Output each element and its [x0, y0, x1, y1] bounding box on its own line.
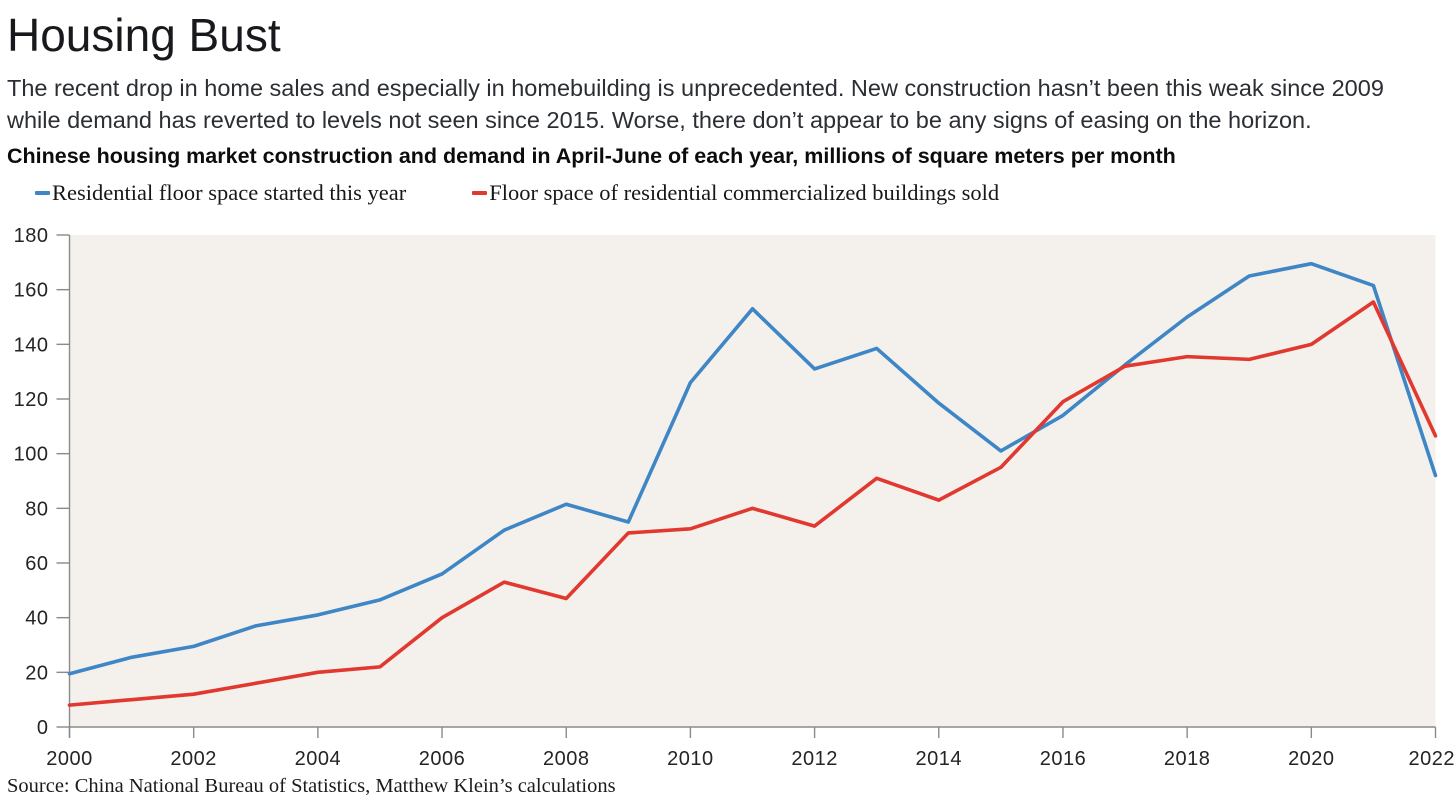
legend-swatch-blue-icon — [35, 191, 50, 195]
legend-swatch-red-icon — [472, 191, 488, 195]
chart-heading: Chinese housing market construction and … — [7, 144, 1176, 168]
svg-text:100: 100 — [14, 444, 49, 466]
legend-item-started: Residential floor space started this yea… — [35, 180, 406, 206]
svg-text:2000: 2000 — [46, 748, 93, 770]
svg-text:2006: 2006 — [419, 748, 466, 770]
svg-text:2010: 2010 — [667, 748, 714, 770]
svg-text:160: 160 — [14, 280, 49, 302]
svg-text:2022: 2022 — [1409, 748, 1456, 770]
svg-text:0: 0 — [37, 717, 49, 739]
svg-text:2008: 2008 — [543, 748, 590, 770]
svg-text:80: 80 — [25, 498, 48, 520]
svg-text:2016: 2016 — [1040, 748, 1087, 770]
svg-text:120: 120 — [14, 389, 49, 411]
svg-text:180: 180 — [14, 225, 49, 247]
chart-canvas: 0 20 40 60 80 100 120 140 160 180 2000 2002 2004 2006… — [14, 225, 1456, 770]
svg-text:2002: 2002 — [170, 748, 217, 770]
description-text: The recent drop in home sales and especi… — [7, 75, 1384, 133]
page-title: Housing Bust — [7, 9, 281, 61]
svg-text:2004: 2004 — [295, 748, 342, 770]
legend-label-sold: Floor space of residential commercialize… — [489, 180, 1000, 205]
legend-item-sold: Floor space of residential commercialize… — [472, 180, 999, 206]
svg-text:2014: 2014 — [916, 748, 963, 770]
source-note: Source: China National Bureau of Statist… — [7, 775, 616, 797]
svg-text:2018: 2018 — [1164, 748, 1211, 770]
svg-text:20: 20 — [25, 662, 48, 684]
chart-legend: Residential floor space started this yea… — [35, 180, 999, 206]
svg-text:40: 40 — [25, 608, 48, 630]
svg-text:2020: 2020 — [1288, 748, 1335, 770]
legend-label-started: Residential floor space started this yea… — [52, 180, 407, 205]
line-chart: 0 20 40 60 80 100 120 140 160 180 2000 2002 2004 2006… — [0, 225, 1456, 775]
svg-text:2012: 2012 — [791, 748, 838, 770]
svg-text:140: 140 — [14, 334, 49, 356]
svg-text:60: 60 — [25, 553, 48, 575]
